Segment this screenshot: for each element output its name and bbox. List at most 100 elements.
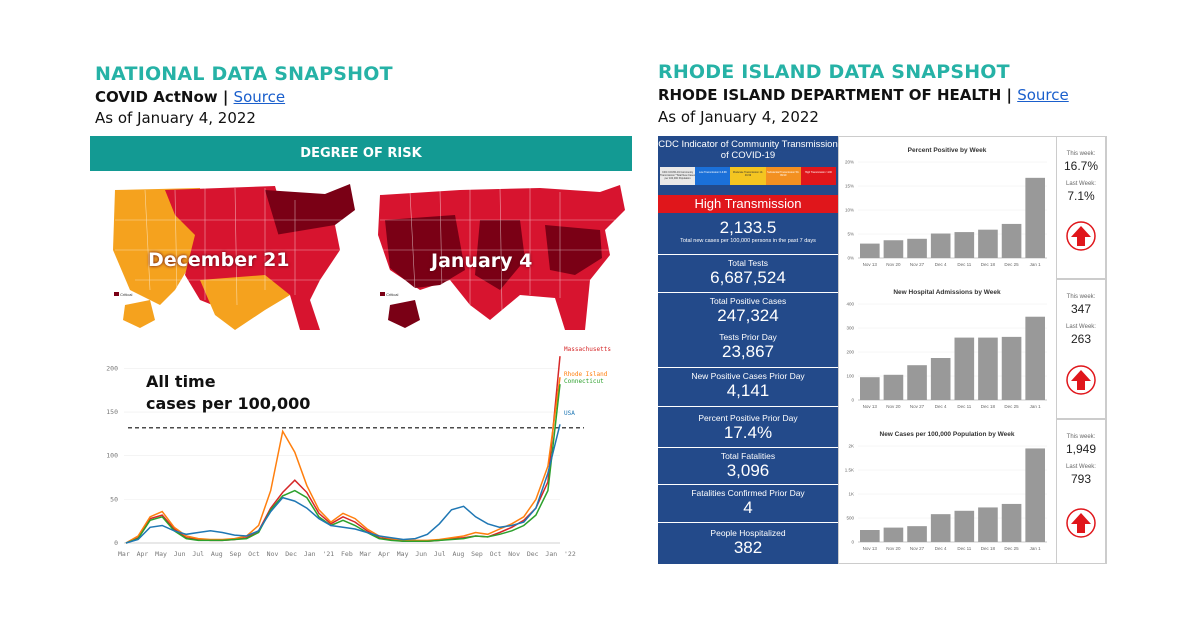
x-tick-label: Nov [267, 550, 279, 558]
chart-title: New Hospital Admissions by Week [893, 289, 1001, 296]
jan-critical-central [475, 220, 525, 290]
bar [883, 527, 904, 542]
stat-label: People Hospitalized [710, 528, 786, 538]
x-tick-label: Nov 20 [886, 546, 901, 551]
x-tick-label: Jun [415, 550, 427, 558]
x-tick-label: Nov 27 [910, 546, 925, 551]
stat-fatalities-prior-day: Fatalities Confirmed Prior Day 4 [658, 484, 838, 522]
bar [883, 374, 904, 400]
x-tick-label: Jan [545, 550, 557, 558]
last-week-label: Last Week: [1066, 181, 1096, 187]
stat-tests-prior-day: Tests Prior Day 23,867 [658, 329, 838, 365]
bar [930, 358, 951, 400]
y-tick-label: 15% [845, 184, 854, 189]
y-tick-label: 0 [851, 398, 854, 403]
stat-people-hospitalized: People Hospitalized 382 [658, 522, 838, 564]
up-arrow-icon [1066, 365, 1096, 395]
x-tick-label: Jan 1 [1030, 546, 1042, 551]
dec-orange-south [200, 275, 290, 330]
stat-label: Percent Positive Prior Day [698, 413, 798, 423]
bar [954, 337, 975, 400]
y-tick-label: 1.5K [845, 468, 854, 473]
x-tick-label: Dec 25 [1004, 546, 1019, 551]
y-tick-label: 0% [847, 256, 854, 261]
bar [860, 377, 880, 400]
new-cases-note: Total new cases per 100,000 persons in t… [680, 238, 816, 244]
national-title: NATIONAL DATA SNAPSHOT [95, 63, 393, 85]
bar [1025, 448, 1045, 542]
chart-title: New Cases per 100,000 Population by Week [880, 431, 1015, 438]
x-tick-label: Jan 1 [1030, 262, 1042, 267]
x-tick-label: Dec 18 [981, 262, 996, 267]
map-jan-label: January 4 [431, 250, 533, 272]
bar [978, 337, 998, 400]
new-cases-per-100k-chart: New Cases per 100,000 Population by Week… [845, 431, 1047, 551]
up-arrow-icon [1066, 221, 1096, 251]
x-tick-label: Dec 25 [1004, 404, 1019, 409]
jan-critical-west [385, 215, 465, 288]
x-tick-label: May [155, 550, 167, 558]
stat-total-fatalities: Total Fatalities 3,096 [658, 447, 838, 484]
level-moderate: Moderate Transmission 10-49.99 [730, 167, 766, 185]
x-tick-label: Nov 27 [910, 404, 925, 409]
this-week-value: 16.7% [1063, 159, 1099, 173]
percent-positive-chart: Percent Positive by Week 0% 5% 10% 15% 20% Nov… [845, 147, 1047, 267]
this-week-label: This week: [1066, 151, 1096, 157]
stat-label: Total Fatalities [720, 451, 776, 461]
y-tick-label: 50 [110, 495, 118, 503]
x-tick-label: Dec 4 [935, 404, 947, 409]
y-tick-label: 2K [848, 444, 854, 449]
y-tick-label: 200 [846, 350, 854, 355]
x-tick-label: Nov 13 [863, 546, 878, 551]
map-jan-legend: Critical [380, 292, 398, 297]
y-tick-label: 5% [847, 232, 854, 237]
percent-positive-summary: This week: 16.7% Last Week: 7.1% [1056, 136, 1106, 279]
stat-label: New Positive Cases Prior Day [691, 371, 805, 381]
this-week-label: This week: [1066, 294, 1096, 300]
stat-total-positive: Total Positive Cases 247,324 [658, 292, 838, 329]
x-tick-label: Feb [341, 550, 353, 558]
stat-label: Total Positive Cases [709, 296, 787, 306]
history-annotation-line2: cases per 100,000 [146, 394, 311, 413]
national-source-link[interactable]: Source [233, 88, 286, 106]
bar [1001, 223, 1022, 258]
hospital-admissions-chart: New Hospital Admissions by Week 0 100 200 30… [846, 289, 1047, 409]
level-legend: CDC COVID-19 Community Transmission *Tot… [660, 167, 696, 185]
x-tick-label: Apr [137, 550, 149, 558]
chart-title: Percent Positive by Week [908, 147, 987, 154]
x-tick-label: Jun [174, 550, 186, 558]
bar [1001, 336, 1022, 400]
map-dec-label: December 21 [148, 249, 290, 271]
x-tick-label: Dec 18 [981, 404, 996, 409]
x-tick-label: Sep [230, 550, 242, 558]
dec-red-southeast [255, 225, 340, 330]
x-tick-label: Dec 25 [1004, 262, 1019, 267]
national-subtitle: COVID ActNow | Source [95, 88, 285, 106]
history-annotation: All time cases per 100,000 [146, 371, 310, 415]
jan-alaska [388, 300, 420, 328]
bar [860, 243, 880, 258]
y-tick-label: 10% [845, 208, 854, 213]
stat-value: 247,324 [717, 306, 779, 325]
x-tick-label: Dec 18 [981, 546, 996, 551]
dec-alaska [123, 300, 155, 328]
stat-value: 23,867 [722, 342, 774, 361]
x-tick-label: Mar [118, 550, 130, 558]
bar [907, 238, 927, 258]
stat-percent-positive: Percent Positive Prior Day 17.4% [658, 406, 838, 447]
x-tick-label: Jul [434, 550, 446, 558]
y-tick-label: 150 [106, 408, 118, 416]
ri-source-link[interactable]: Source [1017, 86, 1069, 104]
stat-value: 6,687,524 [710, 268, 786, 287]
x-tick-label: '22 [564, 550, 576, 558]
series-label: Massachusetts [564, 346, 611, 353]
national-as-of: As of January 4, 2022 [95, 109, 256, 127]
ri-subtitle: RHODE ISLAND DEPARTMENT OF HEALTH | Sour… [658, 86, 1069, 104]
series-line-rhode-island [125, 377, 561, 544]
x-tick-label: Dec [527, 550, 539, 558]
x-tick-label: Jan [304, 550, 316, 558]
bar [1001, 503, 1022, 542]
x-tick-label: Dec 11 [957, 546, 971, 551]
x-tick-label: Oct [248, 550, 260, 558]
high-transmission-badge: High Transmission [658, 195, 838, 213]
